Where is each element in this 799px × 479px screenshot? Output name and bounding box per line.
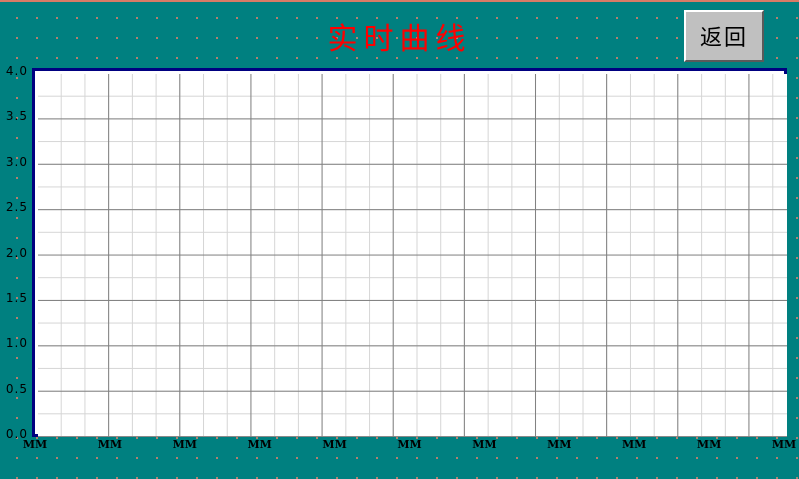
x-axis-tick-label: MM xyxy=(622,438,647,451)
x-axis-tick-label: MM xyxy=(547,438,572,451)
y-axis-tick-label: 3.5 xyxy=(5,109,28,124)
x-axis-tick-label: MM xyxy=(397,438,422,451)
x-axis-tick-label: MM xyxy=(247,438,272,451)
grid-major-lines xyxy=(38,74,787,437)
plot-area[interactable] xyxy=(38,74,787,437)
y-axis-tick-label: 0.0 xyxy=(5,427,28,441)
realtime-chart[interactable] xyxy=(32,68,787,437)
x-axis-tick-label: MM xyxy=(22,438,48,451)
x-axis-tick-label: MM xyxy=(172,438,197,451)
y-axis-tick-label: 4.0 xyxy=(5,64,28,78)
y-axis-tick-label: 1.0 xyxy=(5,336,28,351)
x-axis-tick-label: MM xyxy=(771,438,797,451)
y-axis-tick-label: 1.5 xyxy=(5,290,28,305)
y-axis-tick-label: 0.5 xyxy=(5,381,28,396)
x-axis-tick-label: MM xyxy=(696,438,722,451)
plot-frame xyxy=(32,68,787,437)
x-axis-tick-label: MM xyxy=(322,438,347,451)
y-axis-tick-label: 2.0 xyxy=(5,245,28,260)
y-axis: 0.0 0.5 1.0 1.5 2.0 2.5 3.0 3.5 4.0 xyxy=(0,64,30,441)
return-button-label: 返回 xyxy=(699,26,748,51)
x-axis-tick-label: MM xyxy=(97,438,123,451)
y-axis-tick-label: 3.0 xyxy=(5,154,28,169)
series-layer xyxy=(38,74,787,437)
y-axis-tick-label: 2.5 xyxy=(5,200,28,215)
return-button[interactable]: 返回 xyxy=(684,10,764,62)
x-axis-tick-label: MM xyxy=(472,438,497,451)
window-top-rule xyxy=(0,0,799,2)
page-title: 实时曲线 xyxy=(327,22,472,57)
x-axis: MM MM MM MM MM MM MM MM MM MM MM xyxy=(23,438,796,456)
